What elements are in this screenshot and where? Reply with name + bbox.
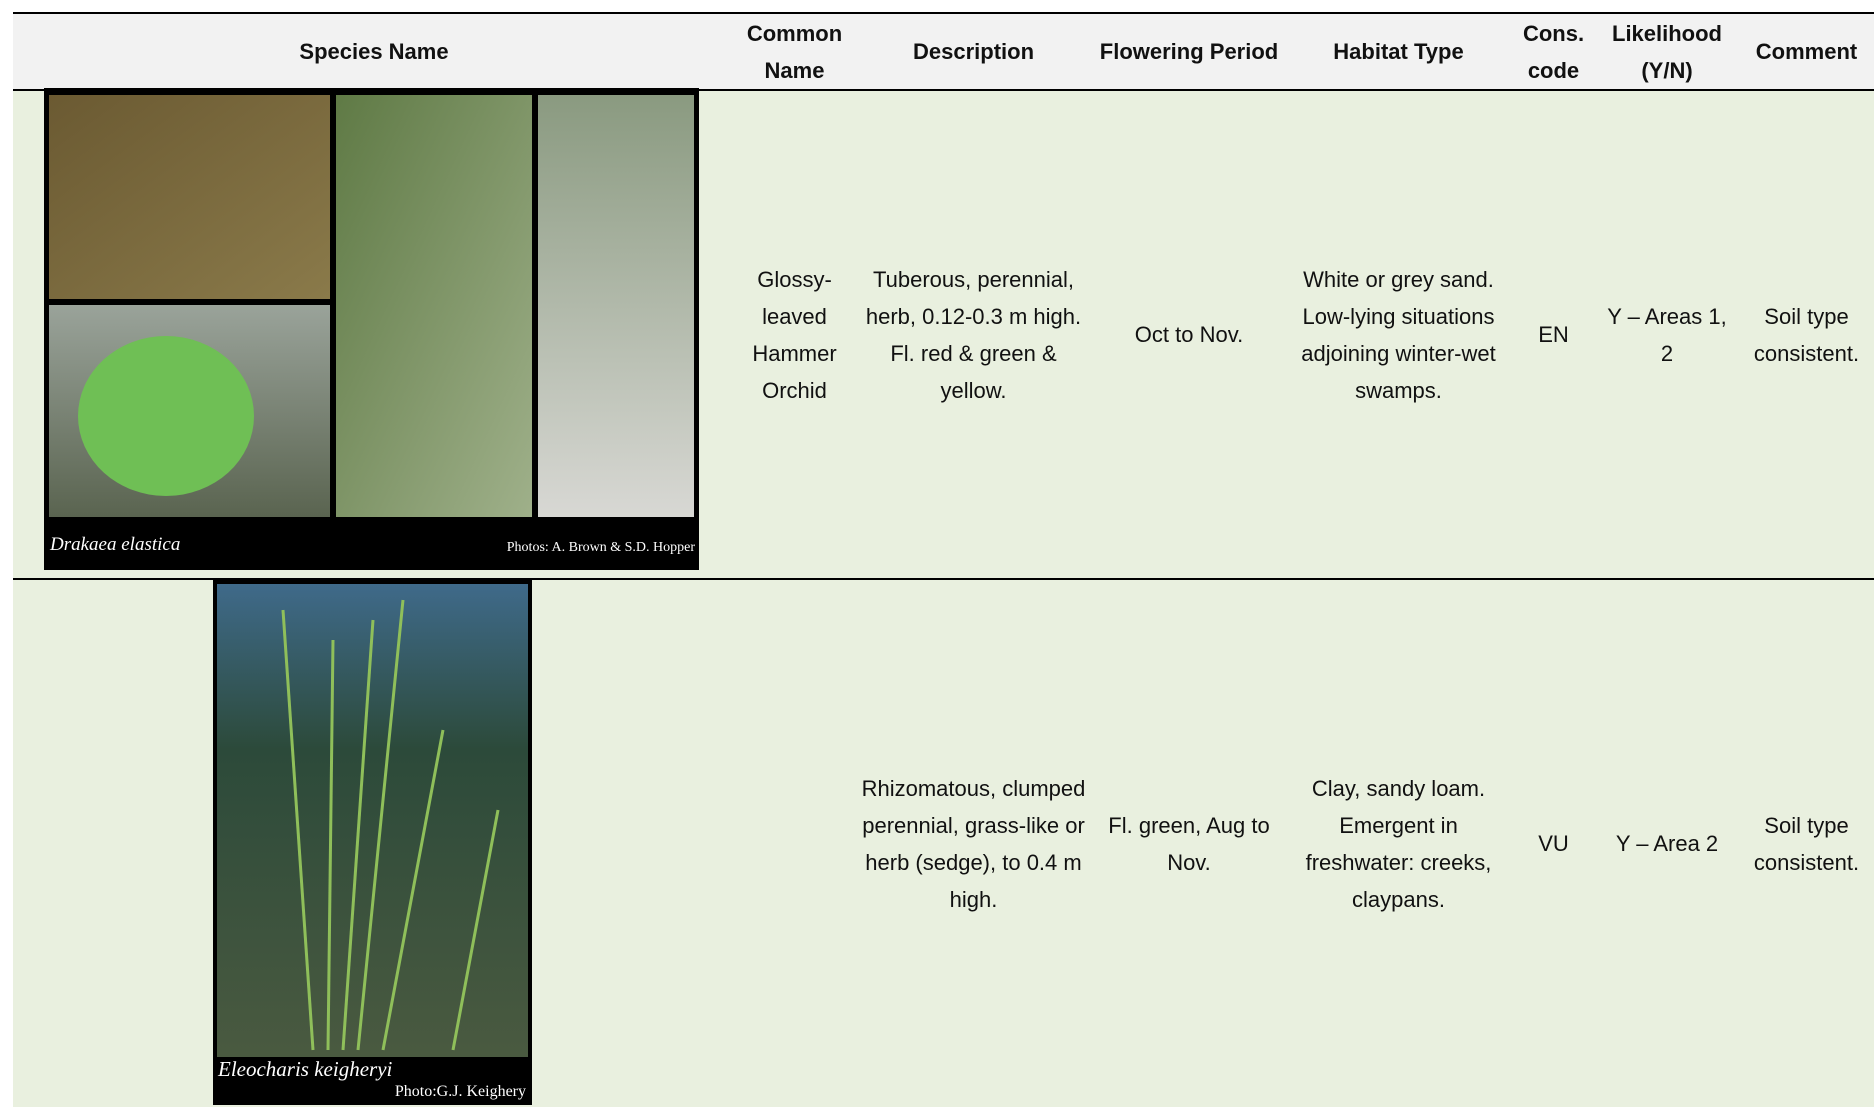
cons-code: VU — [1512, 579, 1595, 1107]
photo-panels — [217, 584, 528, 1057]
header-cell: Common Name — [735, 12, 854, 91]
header-cell: Habitat Type — [1285, 12, 1512, 91]
photo-credit: Photos: A. Brown & S.D. Hopper — [506, 540, 695, 555]
header-cell: Flowering Period — [1093, 12, 1285, 91]
comment: Soil type consistent. — [1739, 90, 1874, 580]
common-name: Glossy-leaved Hammer Orchid — [735, 90, 854, 580]
description: Tuberous, perennial, herb, 0.12-0.3 m hi… — [854, 90, 1093, 580]
header-cell: Comment — [1739, 12, 1874, 91]
header-cell: Cons. code — [1512, 12, 1595, 91]
header-cell: Description — [854, 12, 1093, 91]
photo-panels — [49, 95, 694, 517]
photo-caption: Drakaea elastica — [50, 534, 181, 555]
photo-caption: Eleocharis keigheryi — [218, 1057, 393, 1081]
comment: Soil type consistent. — [1739, 579, 1874, 1107]
flowering-period: Oct to Nov. — [1093, 90, 1285, 580]
species-photo: Eleocharis keigheryi Photo:G.J. Keighery — [213, 580, 532, 1105]
common-name — [735, 579, 854, 1107]
cons-code: EN — [1512, 90, 1595, 580]
description: Rhizomatous, clumped perennial, grass-li… — [854, 579, 1093, 1107]
habitat-type: Clay, sandy loam. Emergent in freshwater… — [1285, 579, 1512, 1107]
header-row: Species Name Common Name Description Flo… — [13, 12, 1874, 91]
flowering-period: Fl. green, Aug to Nov. — [1093, 579, 1285, 1107]
species-photo: Drakaea elastica Photos: A. Brown & S.D.… — [44, 88, 699, 570]
likelihood: Y – Area 2 — [1595, 579, 1739, 1107]
header-cell: Likelihood (Y/N) — [1595, 12, 1739, 91]
photo-credit: Photo:G.J. Keighery — [394, 1083, 526, 1100]
likelihood: Y – Areas 1, 2 — [1595, 90, 1739, 580]
header-cell: Species Name — [13, 12, 735, 91]
habitat-type: White or grey sand. Low-lying situations… — [1285, 90, 1512, 580]
